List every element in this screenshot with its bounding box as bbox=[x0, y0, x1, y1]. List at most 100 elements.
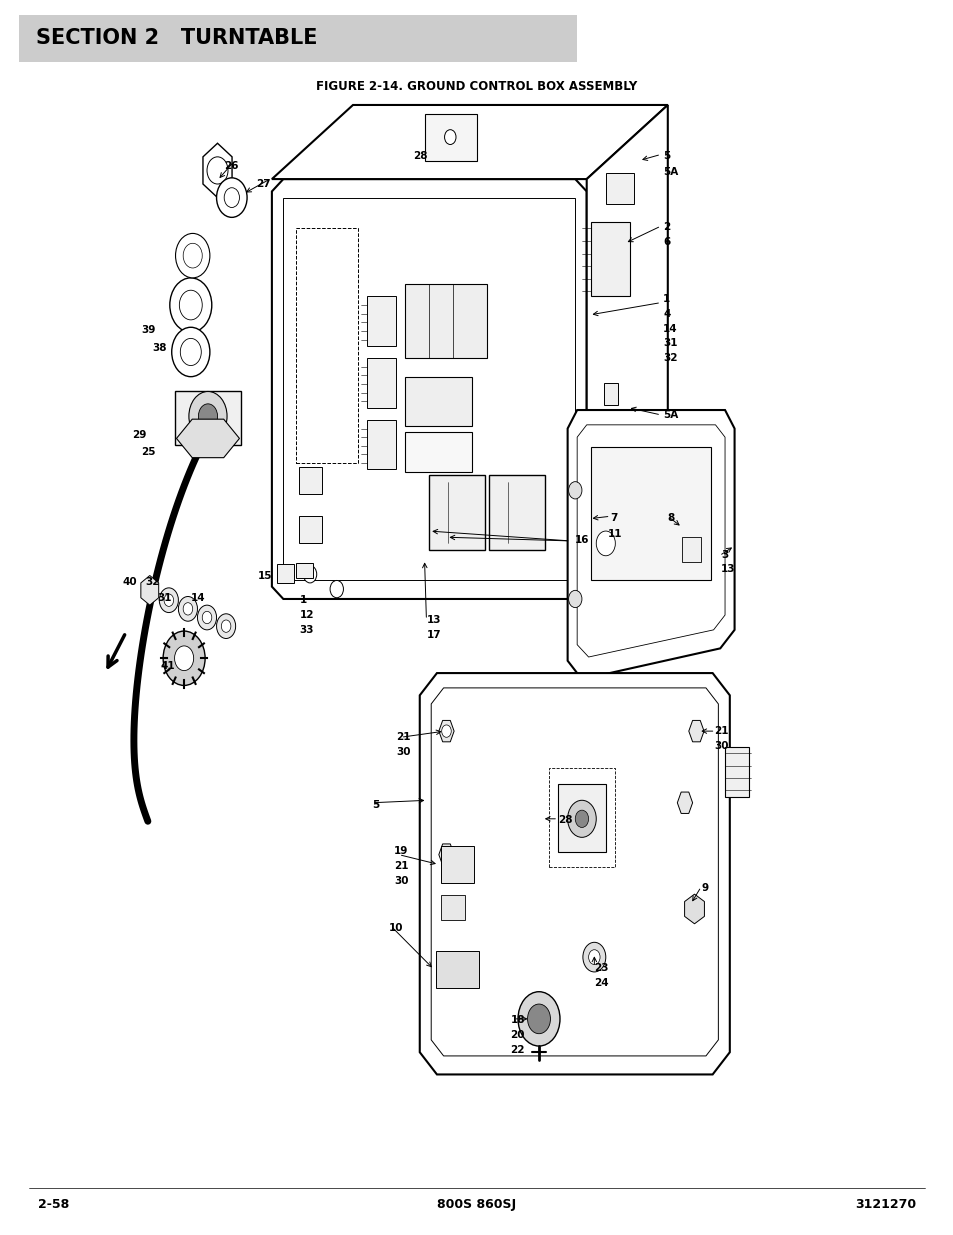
Text: 31: 31 bbox=[157, 593, 172, 603]
Circle shape bbox=[207, 157, 228, 184]
Circle shape bbox=[198, 404, 217, 429]
Text: 27: 27 bbox=[255, 179, 270, 189]
Circle shape bbox=[163, 631, 205, 685]
Text: 11: 11 bbox=[607, 529, 621, 538]
Polygon shape bbox=[141, 576, 158, 605]
Circle shape bbox=[179, 290, 202, 320]
Bar bbox=[405, 284, 486, 358]
Text: 14: 14 bbox=[191, 593, 205, 603]
Text: 2: 2 bbox=[662, 222, 670, 232]
Text: 7: 7 bbox=[610, 513, 618, 522]
Text: 800S 860SJ: 800S 860SJ bbox=[437, 1198, 516, 1210]
Text: 30: 30 bbox=[394, 876, 408, 885]
Text: 3121270: 3121270 bbox=[854, 1198, 915, 1210]
Circle shape bbox=[170, 278, 212, 332]
Polygon shape bbox=[438, 844, 454, 866]
Bar bbox=[295, 563, 313, 578]
Text: 20: 20 bbox=[510, 1030, 524, 1040]
Circle shape bbox=[174, 646, 193, 671]
Circle shape bbox=[216, 614, 235, 638]
Circle shape bbox=[164, 594, 173, 606]
Circle shape bbox=[202, 611, 212, 624]
Text: 30: 30 bbox=[714, 741, 728, 751]
Polygon shape bbox=[419, 673, 729, 1074]
Text: 29: 29 bbox=[132, 430, 146, 440]
Bar bbox=[548, 768, 615, 867]
Text: 23: 23 bbox=[594, 963, 608, 973]
Bar bbox=[429, 475, 484, 550]
Circle shape bbox=[183, 603, 193, 615]
Polygon shape bbox=[438, 720, 454, 742]
Circle shape bbox=[568, 482, 581, 499]
Text: 25: 25 bbox=[141, 447, 155, 457]
Bar bbox=[298, 516, 322, 543]
Text: 5A: 5A bbox=[662, 167, 678, 177]
Bar bbox=[558, 784, 605, 852]
Circle shape bbox=[183, 243, 202, 268]
Bar bbox=[298, 467, 322, 494]
Text: 17: 17 bbox=[426, 630, 440, 640]
Polygon shape bbox=[659, 499, 674, 529]
Text: 15: 15 bbox=[257, 571, 272, 580]
Text: 13: 13 bbox=[720, 564, 735, 574]
Polygon shape bbox=[567, 410, 734, 679]
Polygon shape bbox=[272, 179, 586, 599]
Text: 31: 31 bbox=[662, 338, 677, 348]
Text: 3: 3 bbox=[720, 550, 728, 559]
Text: 5A: 5A bbox=[662, 410, 678, 420]
Bar bbox=[19, 15, 577, 62]
Polygon shape bbox=[677, 792, 692, 814]
Bar bbox=[405, 432, 472, 472]
Bar bbox=[276, 564, 294, 583]
Circle shape bbox=[330, 580, 343, 598]
Bar bbox=[283, 198, 575, 580]
Polygon shape bbox=[272, 105, 667, 179]
Text: SECTION 2   TURNTABLE: SECTION 2 TURNTABLE bbox=[36, 28, 317, 48]
Polygon shape bbox=[620, 499, 636, 529]
Circle shape bbox=[197, 605, 216, 630]
Circle shape bbox=[441, 725, 451, 737]
Bar bbox=[367, 420, 395, 469]
Circle shape bbox=[178, 597, 197, 621]
Circle shape bbox=[441, 848, 451, 861]
Circle shape bbox=[216, 178, 247, 217]
Text: 2-58: 2-58 bbox=[38, 1198, 70, 1210]
Polygon shape bbox=[688, 720, 703, 742]
Circle shape bbox=[575, 810, 588, 827]
Circle shape bbox=[588, 950, 599, 965]
Bar bbox=[440, 846, 474, 883]
Circle shape bbox=[444, 130, 456, 144]
Bar bbox=[681, 537, 700, 562]
Bar bbox=[591, 222, 629, 296]
Circle shape bbox=[527, 1004, 550, 1034]
Bar bbox=[605, 173, 634, 204]
Text: 19: 19 bbox=[394, 846, 408, 856]
Text: 40: 40 bbox=[122, 577, 136, 587]
Circle shape bbox=[582, 942, 605, 972]
Bar bbox=[591, 447, 710, 580]
Circle shape bbox=[189, 391, 227, 441]
Bar bbox=[424, 114, 476, 161]
Text: 22: 22 bbox=[510, 1045, 524, 1055]
Circle shape bbox=[175, 233, 210, 278]
Circle shape bbox=[159, 588, 178, 613]
Text: 4: 4 bbox=[662, 309, 670, 319]
Circle shape bbox=[303, 566, 316, 583]
Bar bbox=[436, 951, 478, 988]
Text: 28: 28 bbox=[413, 151, 427, 161]
Circle shape bbox=[224, 188, 239, 207]
Text: 5: 5 bbox=[662, 151, 670, 161]
Polygon shape bbox=[684, 894, 703, 924]
Bar bbox=[295, 228, 357, 463]
Circle shape bbox=[596, 531, 615, 556]
Circle shape bbox=[172, 327, 210, 377]
Text: 30: 30 bbox=[395, 747, 410, 757]
Bar bbox=[603, 383, 618, 405]
Bar bbox=[405, 377, 472, 426]
Text: 21: 21 bbox=[714, 726, 728, 736]
Bar bbox=[440, 895, 464, 920]
Text: 9: 9 bbox=[700, 883, 707, 893]
Bar bbox=[489, 475, 544, 550]
Text: FIGURE 2-14. GROUND CONTROL BOX ASSEMBLY: FIGURE 2-14. GROUND CONTROL BOX ASSEMBLY bbox=[316, 80, 637, 93]
Circle shape bbox=[221, 620, 231, 632]
